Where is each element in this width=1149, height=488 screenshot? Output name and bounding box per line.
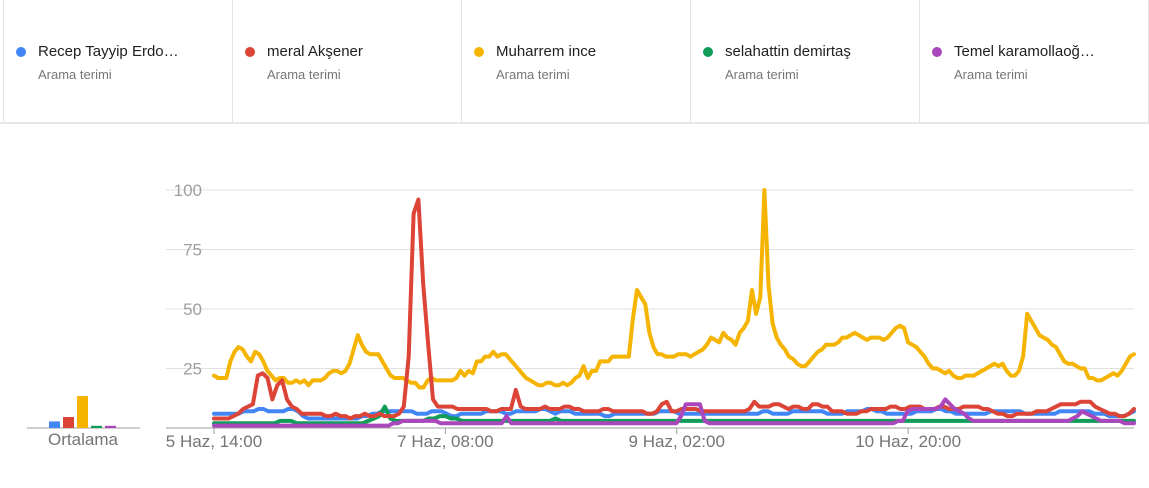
term-card-aksener[interactable]: meral Akşener Arama terimi: [232, 0, 462, 122]
term-subtitle: Arama terimi: [725, 67, 799, 82]
term-card-demirtas[interactable]: selahattin demirtaş Arama terimi: [690, 0, 920, 122]
search-terms-legend: Recep Tayyip Erdo… Arama terimi meral Ak…: [0, 0, 1149, 124]
x-tick-label: 7 Haz, 08:00: [397, 432, 493, 451]
term-card-ince[interactable]: Muharrem ince Arama terimi: [461, 0, 691, 122]
yellow-dot-icon: [474, 47, 484, 57]
series-line-3[interactable]: [212, 188, 1136, 390]
x-axis-ticks: 5 Haz, 14:00 7 Haz, 08:00 9 Haz, 02:00 10 H…: [166, 428, 961, 451]
y-tick-label: 50: [183, 300, 202, 319]
average-bars: [27, 396, 140, 429]
average-bar-5: [105, 425, 116, 428]
term-subtitle: Arama terimi: [954, 67, 1028, 82]
term-name: Temel karamollaoğ…: [954, 43, 1095, 60]
grid-lines: [166, 189, 1134, 429]
trend-chart[interactable]: Ortalama 25 50 75 100 5 Haz, 14:00 7 Haz, 08…: [0, 124, 1149, 488]
x-tick-label: 10 Haz, 20:00: [855, 432, 961, 451]
x-tick-label: 5 Haz, 14:00: [166, 432, 262, 451]
blue-dot-icon: [16, 47, 26, 57]
term-name: selahattin demirtaş: [725, 43, 851, 60]
average-bar-4: [91, 425, 102, 428]
average-bar-2: [63, 417, 74, 428]
red-dot-icon: [245, 47, 255, 57]
term-subtitle: Arama terimi: [267, 67, 341, 82]
series-lines[interactable]: [212, 188, 1136, 428]
term-card-erdogan[interactable]: Recep Tayyip Erdo… Arama terimi: [3, 0, 233, 122]
y-tick-label: 25: [183, 360, 202, 379]
term-subtitle: Arama terimi: [496, 67, 570, 82]
y-axis-ticks: 25 50 75 100: [174, 181, 202, 379]
term-card-karamollaoglu[interactable]: Temel karamollaoğ… Arama terimi: [919, 0, 1149, 122]
term-name: Muharrem ince: [496, 43, 597, 60]
average-bar-1: [49, 421, 60, 428]
x-tick-label: 9 Haz, 02:00: [629, 432, 725, 451]
series-line-2[interactable]: [212, 197, 1136, 421]
term-name: Recep Tayyip Erdo…: [38, 43, 179, 60]
term-name: meral Akşener: [267, 43, 363, 60]
purple-dot-icon: [932, 47, 942, 57]
term-subtitle: Arama terimi: [38, 67, 112, 82]
green-dot-icon: [703, 47, 713, 57]
y-tick-label: 75: [183, 241, 202, 260]
y-tick-label: 100: [174, 181, 202, 200]
average-label: Ortalama: [48, 430, 118, 449]
average-bar-3: [77, 396, 88, 428]
series-line-5[interactable]: [212, 397, 1136, 428]
